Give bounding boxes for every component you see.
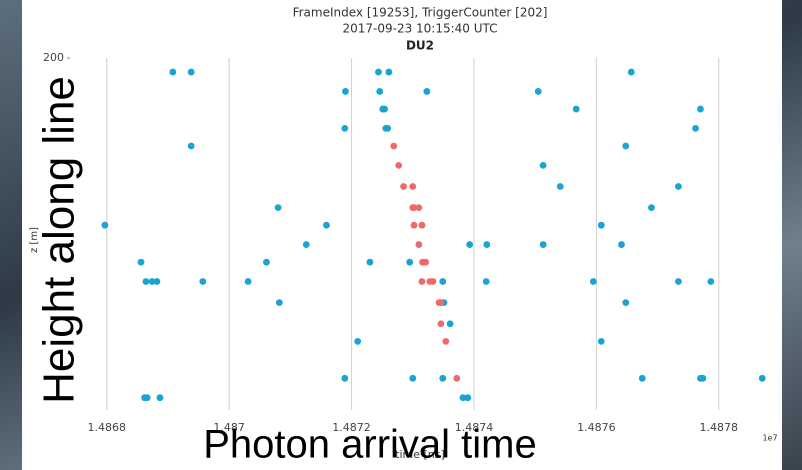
data-point <box>466 241 474 248</box>
data-point <box>341 124 349 132</box>
data-point <box>622 299 630 307</box>
data-point <box>400 183 407 190</box>
data-point <box>539 241 547 248</box>
x-offset-label: 1e7 <box>762 434 777 443</box>
data-point <box>453 374 461 382</box>
data-point <box>482 278 490 285</box>
data-point <box>618 241 625 248</box>
data-point <box>409 183 417 190</box>
data-point <box>442 337 450 345</box>
data-point <box>638 374 646 382</box>
data-point <box>707 278 715 285</box>
data-point <box>572 105 580 113</box>
data-point <box>464 394 472 402</box>
x-tick-label: 1.4872 <box>332 421 371 434</box>
data-point <box>263 258 270 266</box>
x-tick-label: 1.487 <box>213 421 245 434</box>
data-point <box>597 221 605 229</box>
x-tick-label: 1.4868 <box>87 421 126 434</box>
chart-title: FrameIndex [19253], TriggerCounter [202] <box>293 6 548 20</box>
data-point <box>418 278 426 285</box>
data-point <box>275 299 283 307</box>
data-point <box>418 221 426 229</box>
data-point <box>622 142 630 150</box>
y-tick-label: 200 <box>43 51 64 64</box>
data-point <box>274 204 282 212</box>
data-point <box>648 204 655 212</box>
x-tick-label: 1.4878 <box>700 421 739 434</box>
data-point <box>439 278 447 285</box>
data-point <box>446 320 454 328</box>
data-point <box>534 88 542 95</box>
data-point <box>423 88 431 95</box>
data-point <box>699 374 707 382</box>
data-point <box>539 161 547 169</box>
data-point <box>409 374 417 382</box>
overlay-caption: Photon arrival time <box>203 423 536 467</box>
data-point <box>459 394 467 402</box>
panel-title: DU2 <box>406 39 434 53</box>
data-point <box>439 374 447 382</box>
data-point <box>101 221 109 229</box>
data-point <box>137 258 145 266</box>
data-point <box>342 88 349 95</box>
plot-background <box>70 58 780 410</box>
data-point <box>429 278 437 285</box>
data-point <box>187 68 195 76</box>
data-point <box>143 394 151 402</box>
x-tick-label: 1.4876 <box>577 421 616 434</box>
data-point <box>302 241 310 248</box>
x-axis-label: time [ns] <box>395 448 445 461</box>
overlay-caption: Height along line <box>35 76 84 404</box>
data-point <box>410 204 418 212</box>
data-point <box>341 374 349 382</box>
data-point <box>692 124 699 132</box>
data-point <box>376 88 384 95</box>
y-axis-label: z [m] <box>29 227 40 253</box>
data-point <box>381 105 389 113</box>
data-point <box>366 258 374 266</box>
data-point <box>597 337 605 345</box>
data-point <box>156 394 164 402</box>
data-point <box>697 105 704 113</box>
data-point <box>422 258 430 266</box>
data-point <box>674 278 682 285</box>
data-point <box>148 278 156 285</box>
data-point <box>483 241 491 248</box>
x-tick-label: 1.4874 <box>455 421 494 434</box>
data-point <box>415 241 423 248</box>
data-point <box>556 183 564 190</box>
plot-area: 1.4868 1.487 1.4872 1.4874 1.4876 1.4878 200 <box>43 51 780 434</box>
data-point <box>437 320 445 328</box>
data-point <box>674 183 682 190</box>
data-point <box>244 278 252 285</box>
data-point <box>406 258 414 266</box>
data-point <box>384 124 392 132</box>
data-point <box>589 278 597 285</box>
chart-subtitle: 2017-09-23 10:15:40 UTC <box>342 22 497 36</box>
data-point <box>395 161 403 169</box>
data-point <box>758 374 766 382</box>
data-point <box>354 337 362 345</box>
data-point <box>199 278 207 285</box>
data-point <box>437 299 445 307</box>
data-point <box>375 68 382 76</box>
data-point <box>385 68 393 76</box>
data-point <box>323 221 330 229</box>
data-point <box>627 68 635 76</box>
data-point <box>142 278 150 285</box>
data-point <box>410 221 418 229</box>
data-point <box>153 278 161 285</box>
data-point <box>187 142 195 150</box>
data-point <box>415 204 423 212</box>
data-point <box>169 68 177 76</box>
data-point <box>390 142 398 150</box>
